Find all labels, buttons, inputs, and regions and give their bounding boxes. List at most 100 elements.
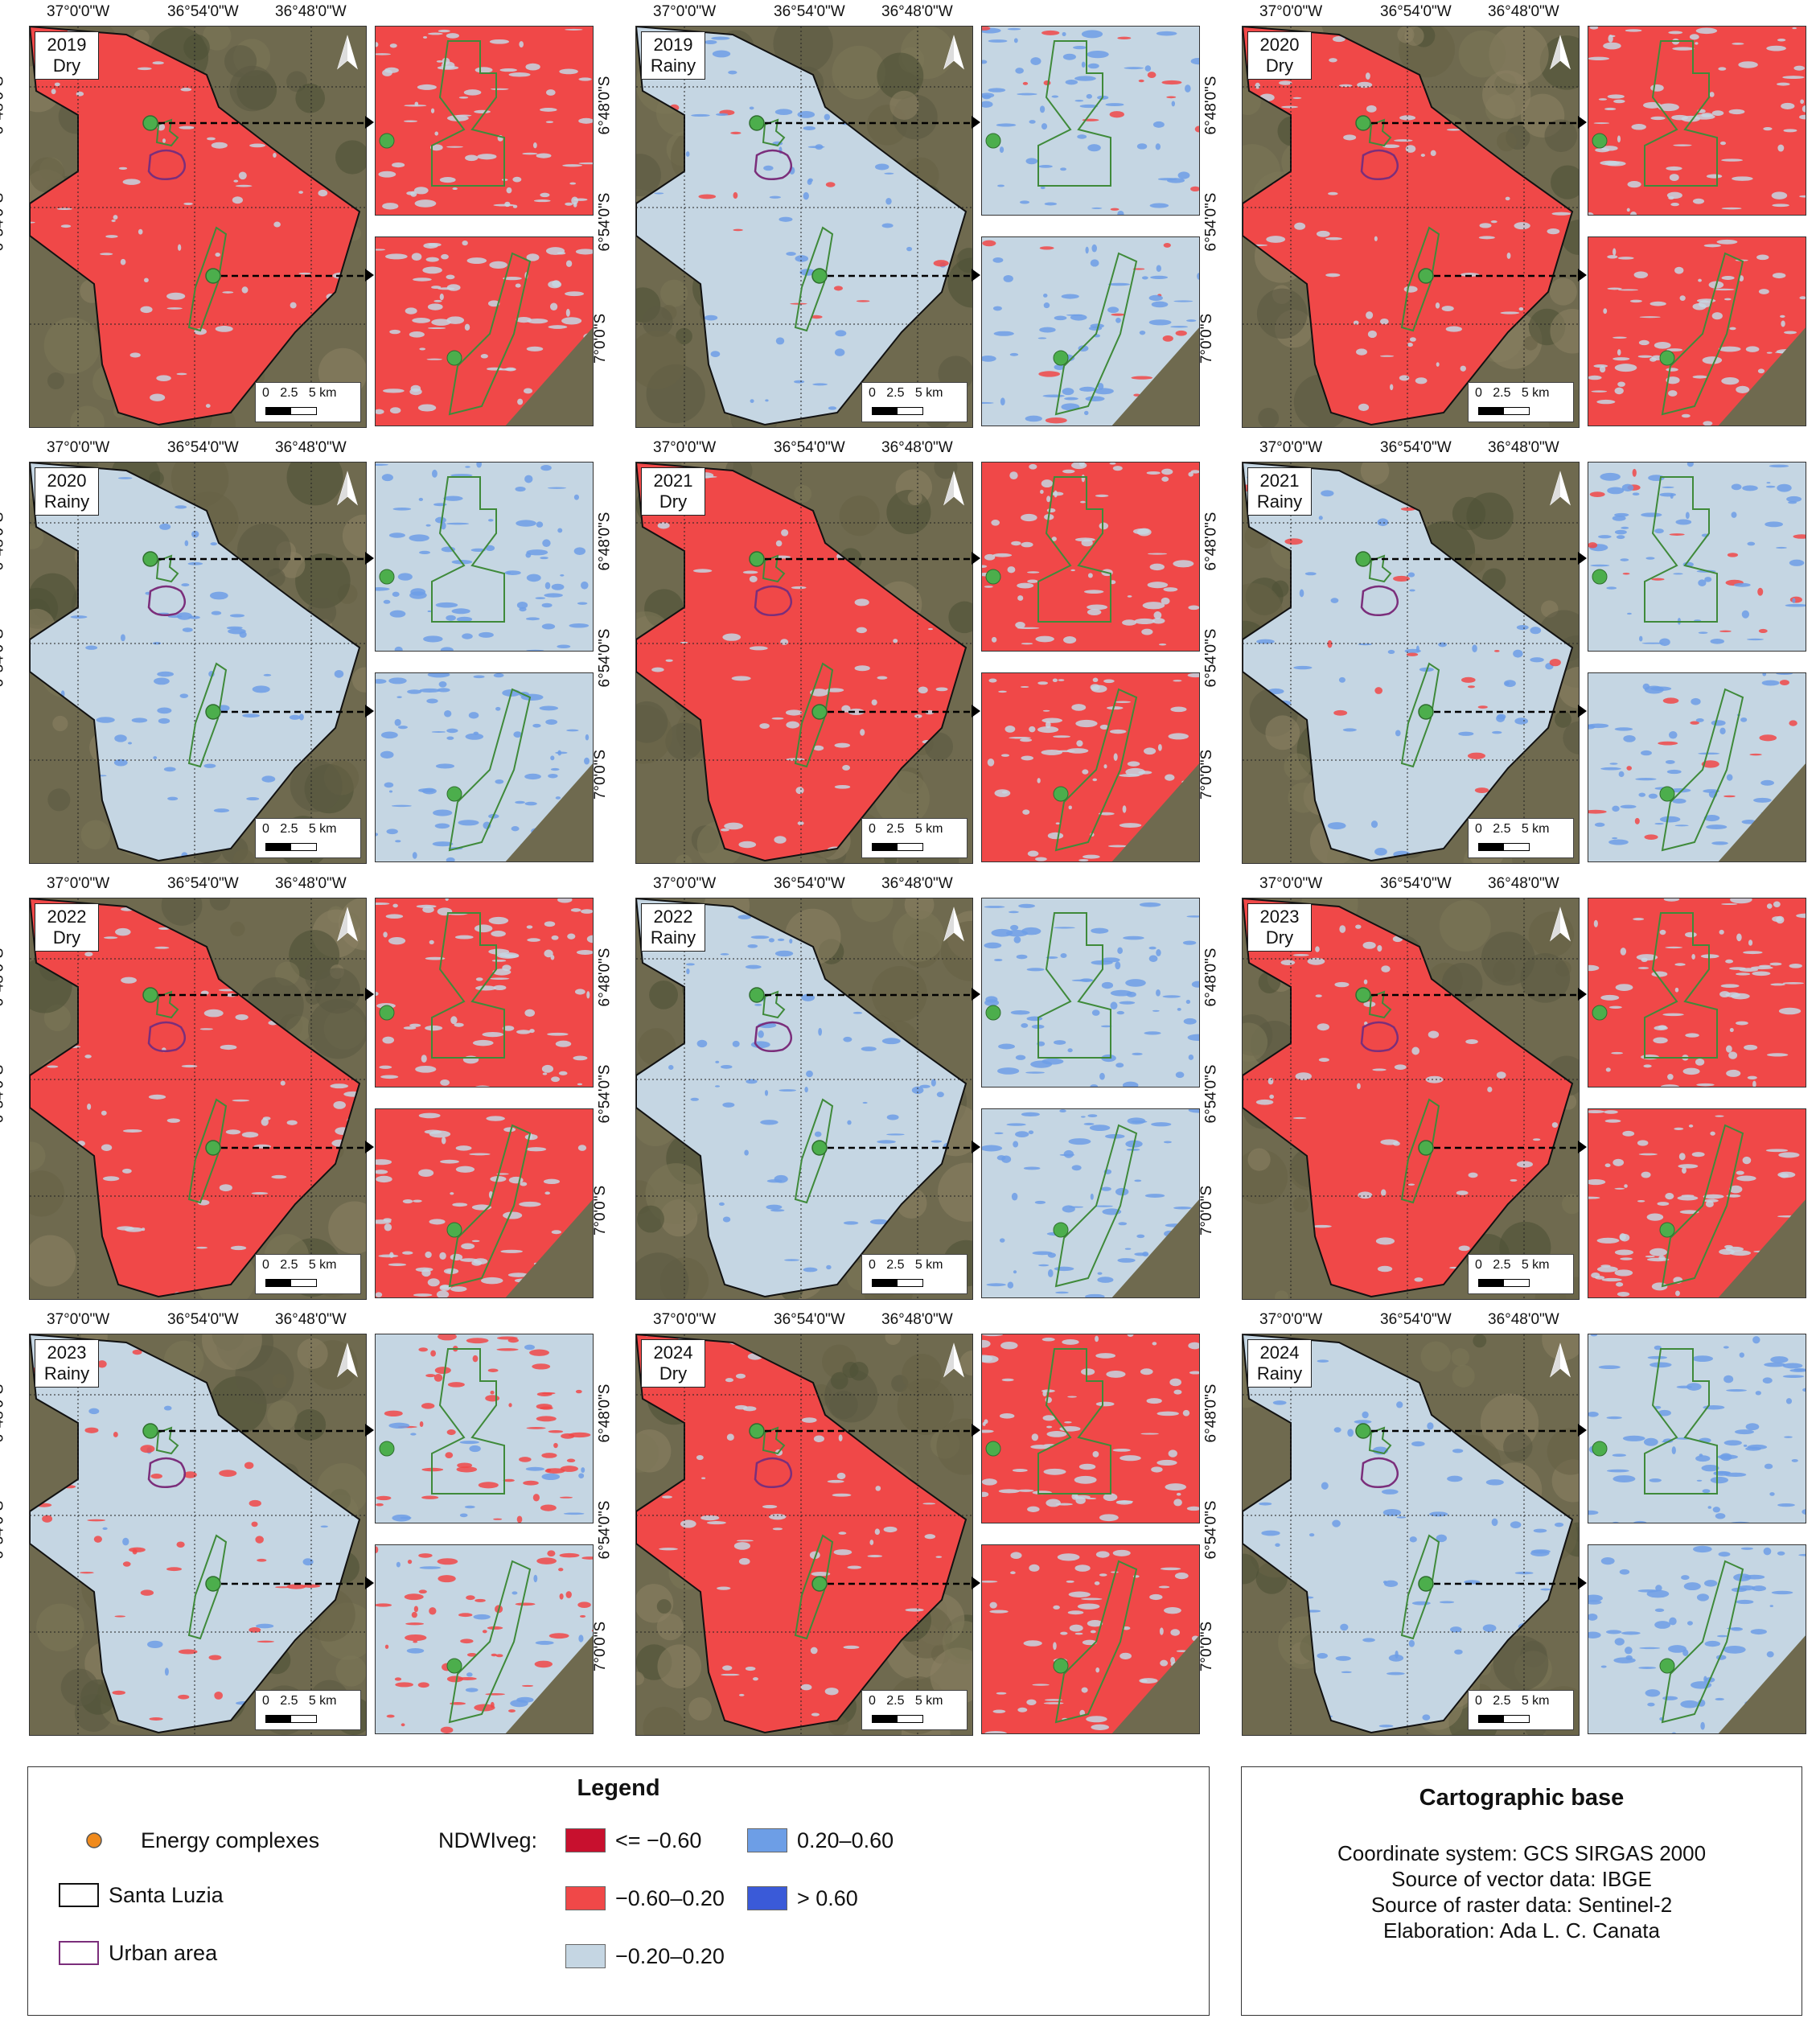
energy-complex-marker (985, 1005, 1001, 1021)
energy-complex-marker (1418, 704, 1434, 720)
energy-complex-marker (1418, 1576, 1434, 1592)
scale-bar: 0 2.5 5 km (1468, 1254, 1574, 1294)
arrow-head-icon (1578, 988, 1587, 1001)
longitude-tick-label: 36°48'0"W (881, 875, 953, 892)
period-label: 2019 Dry (35, 31, 99, 80)
arrow-head-icon (1578, 116, 1587, 129)
swatch-class-3 (565, 1944, 606, 1968)
energy-complex-outline (1400, 226, 1440, 332)
santa-luzia-boundary (636, 27, 968, 426)
energy-complex-icon (86, 1832, 102, 1848)
scale-bar-label: 0 2.5 5 km (1475, 386, 1550, 400)
outside-area (505, 1199, 593, 1297)
main-map: 2023 Dry 0 2.5 5 km (1242, 898, 1580, 1300)
energy-complex-outline (1400, 1098, 1440, 1204)
main-map: 2023 Rainy 0 2.5 5 km (29, 1334, 367, 1736)
energy-complex-marker (1659, 786, 1675, 802)
energy-complex-outline (448, 1124, 532, 1288)
season-label: Dry (659, 1363, 688, 1384)
inset-map (981, 1108, 1200, 1298)
energy-complex-outline (794, 1534, 834, 1640)
santa-luzia-boundary (1243, 463, 1574, 862)
latitude-tick-label: 6°48'0"S (1202, 512, 1220, 571)
energy-complex-outline (1644, 476, 1718, 623)
energy-complex-marker (1592, 1441, 1608, 1457)
energy-complex-outline (1054, 252, 1138, 416)
map-panel: 37°0'0"W 36°54'0"W 36°48'0"W 6°48'0"S 6°54'0… (1198, 436, 1819, 872)
latitude-tick-label: 6°54'0"S (0, 1500, 7, 1560)
inset-map (1588, 236, 1806, 426)
longitude-tick-label: 37°0'0"W (1259, 3, 1323, 20)
energy-complex-outline (794, 226, 834, 332)
santa-luzia-boundary (636, 463, 968, 862)
scale-bar-graphic (872, 407, 923, 415)
latitude-tick-label: 6°48'0"S (1202, 1384, 1220, 1443)
map-panel: 37°0'0"W 36°54'0"W 36°48'0"W 6°48'0"S 6°54'0… (0, 436, 606, 872)
north-arrow-icon (942, 907, 966, 944)
longitude-tick-label: 36°54'0"W (1380, 3, 1452, 20)
map-panel: 37°0'0"W 36°54'0"W 36°48'0"W 6°48'0"S 6°54'0… (1198, 1308, 1819, 1744)
longitude-tick-label: 36°48'0"W (881, 1311, 953, 1328)
period-label: 2024 Dry (641, 1339, 705, 1388)
energy-complex-marker (1659, 350, 1675, 366)
energy-complex-outline (155, 990, 179, 1019)
longitude-tick-label: 37°0'0"W (1259, 875, 1323, 892)
arrow-head-icon (365, 705, 374, 717)
latitude-tick-label: 6°48'0"S (596, 1384, 614, 1443)
latitude-tick-label: 6°54'0"S (0, 1064, 7, 1124)
energy-complex-outline (1037, 1348, 1111, 1495)
period-label: 2022 Dry (35, 903, 99, 952)
arrow-head-icon (1578, 1577, 1587, 1589)
energy-complex-marker (446, 350, 462, 366)
energy-complex-outline (762, 990, 786, 1019)
season-label: Rainy (43, 491, 90, 512)
outside-area (1111, 1635, 1199, 1733)
energy-complex-outline (794, 662, 834, 768)
season-label: Rainy (1256, 491, 1303, 512)
year-label: 2021 (1259, 471, 1300, 491)
latitude-tick-label: 6°48'0"S (596, 512, 614, 571)
latitude-tick-label: 6°54'0"S (1202, 628, 1220, 688)
north-arrow-icon (335, 1342, 359, 1379)
energy-complex-outline (762, 554, 786, 583)
longitude-tick-label: 37°0'0"W (47, 3, 110, 20)
year-label: 2024 (653, 1342, 693, 1363)
energy-complex-marker (1355, 987, 1371, 1003)
main-map: 2020 Rainy 0 2.5 5 km (29, 462, 367, 864)
energy-complex-outline (448, 688, 532, 852)
latitude-tick-label: 6°54'0"S (1202, 1064, 1220, 1124)
arrow-head-icon (972, 269, 980, 282)
scale-bar-graphic (265, 843, 317, 851)
period-label: 2020 Dry (1247, 31, 1312, 80)
scale-bar: 0 2.5 5 km (1468, 382, 1574, 422)
inset-map (1588, 672, 1806, 862)
inset-map (1588, 26, 1806, 216)
legend-class-5: > 0.60 (797, 1886, 858, 1910)
arrow-head-icon (365, 1141, 374, 1153)
latitude-tick-label: 6°48'0"S (1202, 76, 1220, 135)
energy-complex-marker (749, 115, 765, 131)
latitude-tick-label: 6°54'0"S (0, 192, 7, 252)
season-label: Dry (1265, 927, 1294, 948)
inset-map (981, 898, 1200, 1088)
longitude-tick-label: 36°54'0"W (1380, 875, 1452, 892)
energy-complex-outline (448, 252, 532, 416)
main-map: 2019 Dry 0 2.5 5 km (29, 26, 367, 428)
year-label: 2024 (1259, 1342, 1300, 1363)
scale-bar-graphic (265, 1715, 317, 1723)
map-panel: 37°0'0"W 36°54'0"W 36°48'0"W 6°48'0"S 6°54'0… (1198, 872, 1819, 1308)
season-label: Dry (52, 927, 81, 948)
scale-bar-graphic (872, 1279, 923, 1287)
energy-complex-marker (142, 1423, 158, 1439)
energy-complex-outline (1037, 912, 1111, 1059)
arrow-head-icon (1578, 552, 1587, 565)
year-label: 2023 (1259, 907, 1300, 927)
year-label: 2022 (47, 907, 87, 927)
season-label: Dry (659, 491, 688, 512)
period-label: 2020 Rainy (35, 467, 99, 516)
year-label: 2019 (653, 35, 693, 55)
carto-line: Elaboration: Ada L. C. Canata (1382, 1918, 1660, 1943)
period-label: 2019 Rainy (641, 31, 705, 80)
season-label: Dry (52, 56, 81, 76)
longitude-tick-label: 36°48'0"W (275, 875, 347, 892)
